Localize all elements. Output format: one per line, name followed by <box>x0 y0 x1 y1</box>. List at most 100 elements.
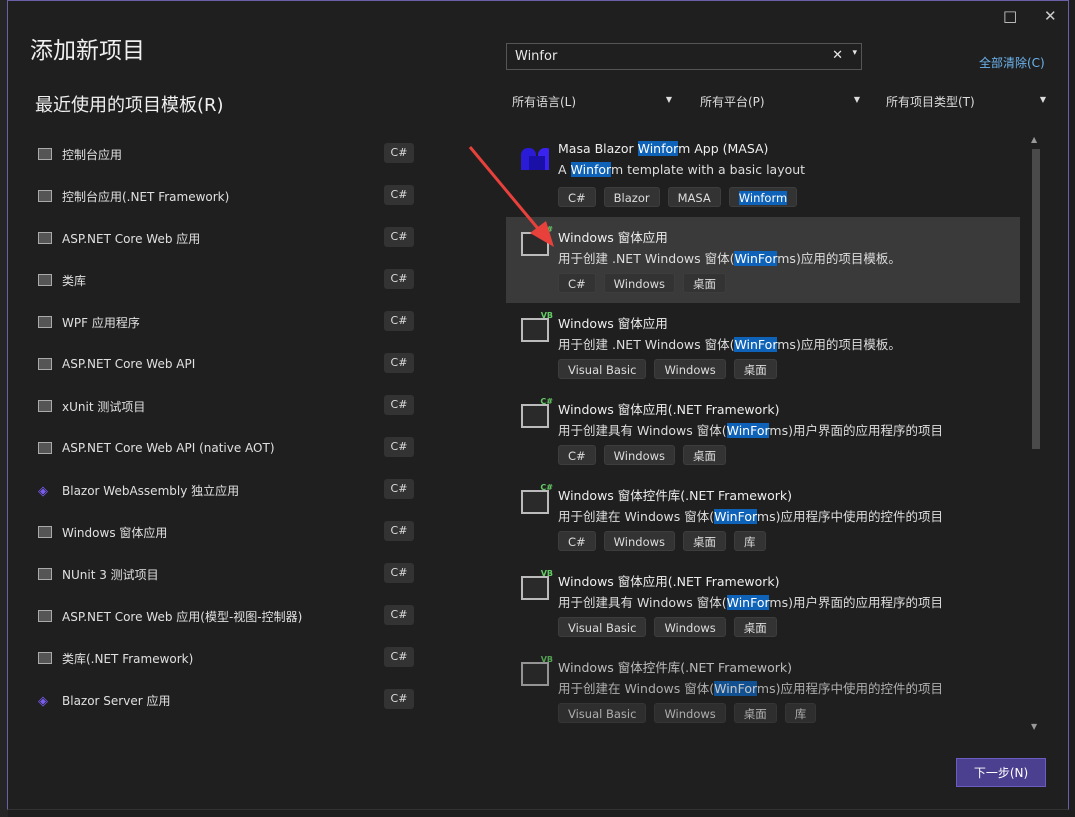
windows-forms-icon: C# <box>521 397 553 428</box>
tag: Winform <box>728 187 798 207</box>
tag-label: Windows <box>664 621 716 635</box>
scroll-up-icon[interactable]: ▲ <box>1031 135 1038 144</box>
chevron-down-icon[interactable]: ▾ <box>852 48 857 58</box>
recent-template-item[interactable]: ASP.NET Core Web API C# <box>38 349 414 379</box>
template-description: 用于创建 .NET Windows 窗体(WinForms)应用的项目模板。 <box>558 334 901 353</box>
recent-template-item[interactable]: WPF 应用程序 C# <box>38 307 414 337</box>
search-match: Winfor <box>637 141 679 156</box>
language-badge-icon: VB <box>540 569 553 578</box>
recent-template-item[interactable]: xUnit 测试项目 C# <box>38 391 414 421</box>
results-scrollbar[interactable]: ▲ ▼ <box>1029 133 1043 733</box>
template-description: 用于创建在 Windows 窗体(WinForms)应用程序中使用的控件的项目 <box>558 678 943 697</box>
language-badge-icon: C# <box>540 483 553 492</box>
search-match: WinFor <box>714 509 757 524</box>
search-input[interactable]: Winfor ✕ ▾ <box>506 43 862 70</box>
tag-label: C# <box>568 277 586 291</box>
template-result-item[interactable]: Masa Blazor Winform App (MASA) A Winform … <box>506 131 1020 217</box>
tag-label: Visual Basic <box>568 363 637 377</box>
tag: 桌面 <box>683 531 727 551</box>
windows-forms-icon: C# <box>521 483 553 514</box>
description-text: 用于创建具有 Windows 窗体( <box>558 423 727 438</box>
masa-logo-icon <box>521 148 549 170</box>
tag-label: Blazor <box>613 191 650 205</box>
platform-filter-label: 所有平台(P) <box>700 95 765 109</box>
language-filter[interactable]: 所有语言(L) ▼ <box>512 93 672 113</box>
recent-template-item[interactable]: ◈ Blazor Server 应用 C# <box>38 685 414 715</box>
template-description: 用于创建在 Windows 窗体(WinForms)应用程序中使用的控件的项目 <box>558 506 943 525</box>
maximize-icon[interactable]: □ <box>1003 7 1018 25</box>
tag: Windows <box>654 617 726 637</box>
description-text: ms)用户界面的应用程序的项目 <box>769 595 943 610</box>
close-icon[interactable]: ✕ <box>1044 7 1057 25</box>
language-tag: C# <box>384 227 414 247</box>
template-name: Windows 窗体应用 <box>558 313 668 332</box>
template-description: A Winform template with a basic layout <box>558 162 805 177</box>
tag-list: C# Windows 桌面 <box>558 445 727 465</box>
recent-template-item[interactable]: NUnit 3 测试项目 C# <box>38 559 414 589</box>
description-text: ms)用户界面的应用程序的项目 <box>769 423 943 438</box>
platform-filter[interactable]: 所有平台(P) ▼ <box>700 93 860 113</box>
tag-label: 桌面 <box>693 449 717 463</box>
tag: Windows <box>654 703 726 723</box>
language-tag: C# <box>384 563 414 583</box>
search-match: WinFor <box>734 251 778 266</box>
tag-label: C# <box>568 535 586 549</box>
template-name: xUnit 测试项目 <box>62 399 146 414</box>
scroll-down-icon[interactable]: ▼ <box>1031 722 1038 731</box>
name-text: Windows 窗体应用(.NET Framework) <box>558 574 780 589</box>
search-match: WinFor <box>726 595 770 610</box>
recent-template-item[interactable]: 类库 C# <box>38 265 414 295</box>
chevron-down-icon: ▼ <box>665 95 672 104</box>
project-template-icon <box>38 232 52 244</box>
recent-template-item[interactable]: 控制台应用 C# <box>38 139 414 169</box>
recent-template-item[interactable]: ◈ Blazor WebAssembly 独立应用 C# <box>38 475 414 505</box>
project-template-icon <box>38 652 52 664</box>
blazor-icon: ◈ <box>38 694 48 709</box>
scrollbar-thumb[interactable] <box>1032 149 1040 449</box>
language-badge-icon: VB <box>540 655 553 664</box>
template-name: ASP.NET Core Web API <box>62 357 196 371</box>
template-name: ASP.NET Core Web API (native AOT) <box>62 441 275 455</box>
language-tag: C# <box>384 479 414 499</box>
background-editor <box>0 0 8 817</box>
template-name: NUnit 3 测试项目 <box>62 567 159 582</box>
tag: Visual Basic <box>558 703 647 723</box>
template-result-item[interactable]: VB Windows 窗体应用(.NET Framework) 用于创建具有 Win… <box>506 561 1020 647</box>
tag-label: C# <box>568 449 586 463</box>
clear-search-icon[interactable]: ✕ <box>832 48 843 63</box>
recent-templates-heading: 最近使用的项目模板(R) <box>35 95 224 116</box>
language-tag: C# <box>384 605 414 625</box>
chevron-down-icon: ▼ <box>853 95 860 104</box>
tag-list: C# Blazor MASA Winform <box>558 187 798 207</box>
recent-template-item[interactable]: 控制台应用(.NET Framework) C# <box>38 181 414 211</box>
name-text: Windows 窗体应用 <box>558 316 668 331</box>
recent-template-item[interactable]: ASP.NET Core Web API (native AOT) C# <box>38 433 414 463</box>
search-match: WinFor <box>726 423 770 438</box>
clear-all-link[interactable]: 全部清除(C) <box>979 56 1045 70</box>
recent-template-item[interactable]: ASP.NET Core Web 应用 C# <box>38 223 414 253</box>
tag: C# <box>558 445 596 465</box>
next-button[interactable]: 下一步(N) <box>956 758 1046 787</box>
tag-label: 桌面 <box>693 277 717 291</box>
project-template-icon <box>38 610 52 622</box>
recent-template-item[interactable]: Windows 窗体应用 C# <box>38 517 414 547</box>
template-name: 类库 <box>62 273 87 288</box>
project-type-filter[interactable]: 所有项目类型(T) ▼ <box>886 93 1046 113</box>
tag: Blazor <box>603 187 660 207</box>
tag: Visual Basic <box>558 617 647 637</box>
template-result-item[interactable]: C# Windows 窗体应用(.NET Framework) 用于创建具有 Win… <box>506 389 1020 475</box>
template-result-item[interactable]: VB Windows 窗体控件库(.NET Framework) 用于创建在 Win… <box>506 647 1020 731</box>
recent-template-item[interactable]: 类库(.NET Framework) C# <box>38 643 414 673</box>
tag: Windows <box>654 359 726 379</box>
language-tag: C# <box>384 353 414 373</box>
template-result-item[interactable]: C# Windows 窗体控件库(.NET Framework) 用于创建在 Win… <box>506 475 1020 561</box>
tag-label: 库 <box>794 707 807 721</box>
language-tag: C# <box>384 689 414 709</box>
tag: C# <box>558 273 596 293</box>
template-name: 类库(.NET Framework) <box>62 651 194 666</box>
template-name: Windows 窗体控件库(.NET Framework) <box>558 485 792 504</box>
template-result-item[interactable]: VB Windows 窗体应用 用于创建 .NET Windows 窗体(WinFo… <box>506 303 1020 389</box>
tag-label: 桌面 <box>743 621 767 635</box>
recent-template-item[interactable]: ASP.NET Core Web 应用(模型-视图-控制器) C# <box>38 601 414 631</box>
